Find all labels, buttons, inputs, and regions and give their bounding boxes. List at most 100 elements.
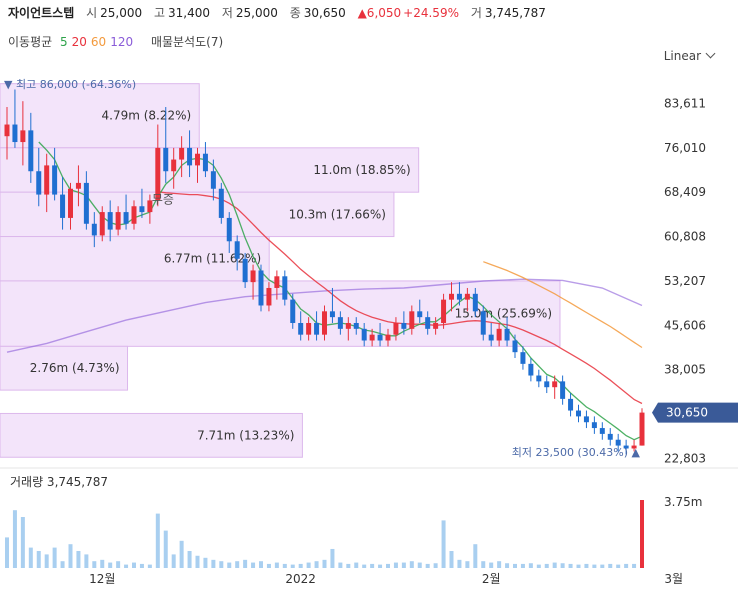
volume-profile-label: 7.71m (13.23%)	[197, 428, 294, 442]
volume-bar	[36, 551, 41, 568]
volume-bar	[68, 544, 73, 568]
candle-body	[195, 153, 200, 166]
volume-bar	[171, 554, 176, 568]
volume-bar	[560, 563, 565, 568]
moving-average-legend[interactable]: 이동평균 5 20 60 120 매물분석도(7)	[8, 33, 227, 50]
volume-profile-label: 15.0m (25.69%)	[455, 307, 552, 321]
candle-body	[615, 439, 621, 446]
candle-body	[425, 317, 431, 329]
volume-bar	[457, 559, 462, 568]
volume-profile-label: 10.3m (17.66%)	[289, 207, 386, 221]
candle-body	[115, 212, 121, 230]
scale-selector[interactable]: Linear	[664, 48, 716, 63]
volume-bar	[187, 551, 192, 568]
candle-body	[623, 445, 629, 449]
stock-name: 자이언트스텝	[8, 6, 75, 20]
current-price-label: 30,650	[666, 406, 708, 420]
volume-bar	[528, 563, 533, 568]
candle-body	[568, 398, 574, 411]
volume-bar	[322, 559, 327, 568]
close-label: 종	[289, 6, 301, 20]
candle-body	[512, 340, 518, 353]
ma20-line	[157, 191, 643, 405]
volume-profile-label: 11.0m (18.85%)	[313, 163, 410, 177]
volume-bar	[203, 557, 208, 568]
volume-bar	[497, 561, 502, 568]
volume-bar	[544, 563, 549, 568]
candle-body	[258, 270, 264, 306]
volume-bar	[449, 551, 454, 568]
low-label: 저	[221, 6, 233, 20]
candle-body	[536, 375, 542, 382]
volume-value: 3,745,787	[484, 6, 546, 20]
ma-label: 이동평균	[8, 35, 53, 49]
volume-profile-label: 2.76m (4.73%)	[30, 361, 120, 375]
candle-body	[464, 293, 470, 300]
candle-body	[68, 188, 73, 218]
candle-body	[488, 334, 494, 341]
candle-body	[75, 182, 81, 189]
candle-body	[131, 206, 137, 224]
candle-body	[226, 217, 232, 242]
y-tick-label: 53,207	[664, 274, 706, 288]
volume-bar	[132, 562, 136, 568]
price-header: 자이언트스텝 시 25,000 고 31,400 저 25,000 종 30,650 ▲…	[8, 4, 554, 20]
volume-bar	[298, 563, 303, 568]
candle-body	[504, 328, 510, 341]
volume-profile-toggle[interactable]: 매물분석도(7)	[150, 35, 224, 49]
volume-bar	[219, 561, 224, 568]
volume-bar	[28, 547, 33, 568]
candle-body	[433, 322, 439, 329]
candle-body	[552, 381, 558, 388]
y-tick-label: 68,409	[664, 185, 706, 199]
candle-body	[282, 276, 288, 300]
candle-body	[306, 322, 312, 335]
y-tick-label: 45,606	[664, 318, 706, 332]
candle-body	[377, 334, 383, 341]
change-pct: +24.59%	[403, 6, 459, 20]
candle-body	[155, 147, 161, 201]
volume-bar	[520, 563, 525, 568]
volume-bar	[251, 562, 256, 568]
candle-body	[187, 147, 193, 166]
candle-body	[528, 363, 534, 376]
candle-body	[345, 322, 351, 329]
candle-body	[139, 206, 145, 213]
ma-5[interactable]: 5	[60, 35, 68, 49]
candle-body	[639, 412, 645, 446]
candle-body	[234, 241, 240, 259]
ma-60[interactable]: 60	[90, 35, 107, 49]
volume-bar	[282, 563, 287, 568]
volume-bar	[92, 561, 97, 568]
y-tick-label: 60,808	[664, 230, 706, 244]
ma60-line	[483, 261, 643, 349]
volume-bar	[346, 563, 351, 568]
volume-bar	[44, 554, 49, 568]
volume-bar	[378, 564, 383, 568]
candle-body	[298, 322, 304, 335]
candle-body	[353, 322, 359, 329]
ma-20[interactable]: 20	[71, 35, 87, 49]
volume-bar	[155, 513, 160, 568]
y-tick-label: 76,010	[664, 141, 706, 155]
candle-body	[449, 293, 454, 300]
volume-bar	[552, 562, 557, 568]
volume-bar	[409, 561, 414, 568]
volume-bar	[243, 559, 248, 568]
candle-body	[369, 334, 375, 341]
candle-body	[266, 287, 272, 306]
volume-bar	[227, 562, 232, 568]
candle-body	[337, 317, 343, 329]
candle-body	[576, 410, 581, 417]
volume-bar	[433, 563, 438, 568]
y-tick-label: 22,803	[664, 451, 706, 465]
volume-bar	[20, 517, 25, 568]
candle-body	[329, 311, 335, 318]
candle-body	[107, 212, 113, 230]
ma-120[interactable]: 120	[110, 35, 134, 49]
candle-body	[202, 153, 208, 172]
candle-body	[322, 311, 327, 335]
candle-body	[171, 159, 177, 172]
candle-body	[631, 445, 637, 449]
